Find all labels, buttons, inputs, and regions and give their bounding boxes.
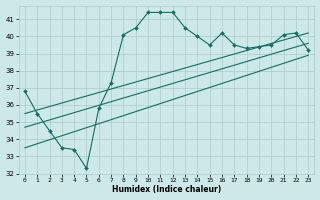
X-axis label: Humidex (Indice chaleur): Humidex (Indice chaleur): [112, 185, 221, 194]
